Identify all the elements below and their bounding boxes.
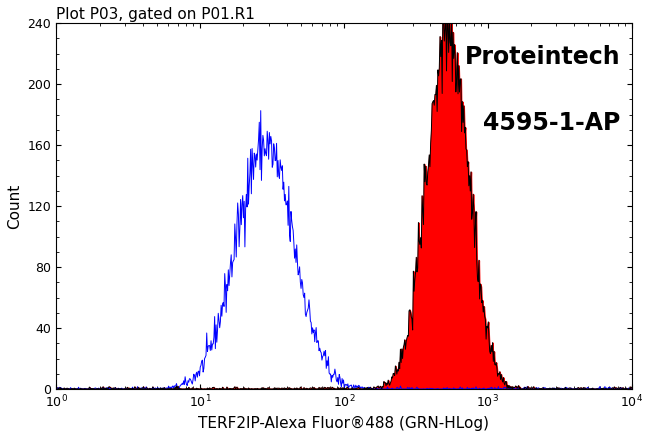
Text: Proteintech: Proteintech <box>464 45 620 69</box>
Y-axis label: Count: Count <box>7 184 22 229</box>
Text: Plot P03, gated on P01.R1: Plot P03, gated on P01.R1 <box>57 7 255 22</box>
Text: 4595-1-AP: 4595-1-AP <box>483 111 620 135</box>
X-axis label: TERF2IP-Alexa Fluor®488 (GRN-HLog): TERF2IP-Alexa Fluor®488 (GRN-HLog) <box>198 416 489 431</box>
